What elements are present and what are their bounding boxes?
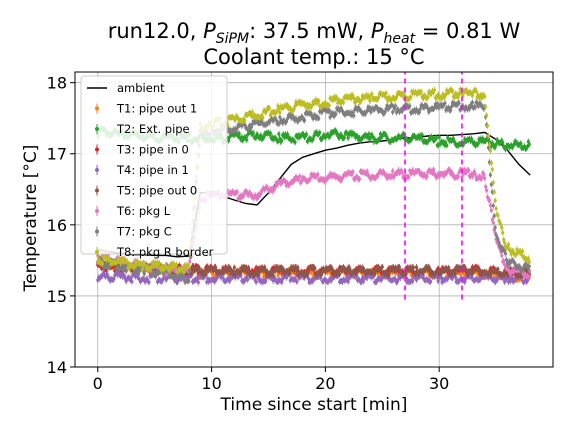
data-point (130, 279, 134, 284)
data-point (345, 274, 349, 278)
data-point (281, 277, 285, 281)
data-point (214, 277, 218, 281)
data-point (296, 265, 300, 270)
data-point (318, 130, 322, 135)
data-point (503, 273, 507, 277)
data-point (434, 136, 438, 140)
data-point (429, 279, 433, 284)
data-point (304, 132, 309, 136)
data-point (204, 272, 208, 277)
data-point (377, 137, 382, 141)
data-point (445, 143, 449, 148)
data-point (264, 279, 268, 283)
data-point (525, 145, 529, 149)
data-point (254, 280, 258, 284)
data-point (371, 135, 375, 139)
data-point (346, 136, 350, 140)
data-point (387, 273, 391, 277)
data-point (453, 275, 457, 279)
data-point (414, 265, 419, 269)
data-point (197, 266, 201, 270)
data-point (280, 139, 284, 143)
data-point (222, 270, 226, 274)
data-point (246, 266, 251, 270)
data-point (288, 269, 292, 273)
data-point (496, 267, 500, 272)
data-point (251, 131, 255, 135)
data-point (439, 272, 443, 276)
data-point (313, 266, 317, 270)
data-point (501, 140, 505, 145)
chart-title-line1: run12.0, PSiPM: 37.5 mW, Pheat = 0.81 W (108, 19, 521, 47)
data-point (161, 276, 165, 281)
data-point (462, 141, 466, 146)
data-point (404, 272, 408, 277)
data-point (367, 132, 371, 136)
data-point (429, 268, 433, 272)
data-point (338, 272, 342, 276)
data-point (246, 278, 250, 282)
data-point (237, 131, 241, 135)
data-point (147, 280, 151, 284)
data-point (519, 141, 523, 145)
data-point (513, 278, 517, 282)
data-point (277, 132, 281, 136)
data-point (459, 272, 463, 276)
data-point (282, 268, 286, 272)
data-point (527, 142, 531, 146)
series-line-ambient (97, 131, 531, 258)
data-point (226, 269, 230, 273)
data-point (245, 138, 249, 142)
data-point (268, 131, 272, 135)
data-point (342, 135, 346, 140)
data-point (232, 265, 236, 270)
data-point (196, 280, 200, 284)
data-point (276, 139, 280, 144)
data-point (494, 142, 498, 147)
data-point (397, 265, 401, 269)
data-point (380, 265, 384, 269)
data-point (293, 140, 297, 144)
data-point (188, 259, 192, 264)
data-point (447, 266, 451, 270)
data-point (413, 272, 418, 276)
data-point (259, 133, 263, 137)
data-point (227, 279, 232, 283)
data-point (437, 135, 441, 140)
chart-title-line2: Coolant temp.: 15 °C (203, 45, 424, 69)
data-point (453, 272, 457, 276)
data-point (411, 279, 415, 283)
data-point (271, 273, 275, 277)
data-point (295, 280, 299, 284)
data-point (257, 273, 261, 277)
data-point (420, 133, 424, 137)
data-point (464, 277, 468, 281)
data-point (476, 142, 480, 146)
data-point (488, 273, 493, 278)
data-point (411, 266, 416, 270)
data-point (235, 190, 239, 194)
data-point (348, 267, 352, 272)
